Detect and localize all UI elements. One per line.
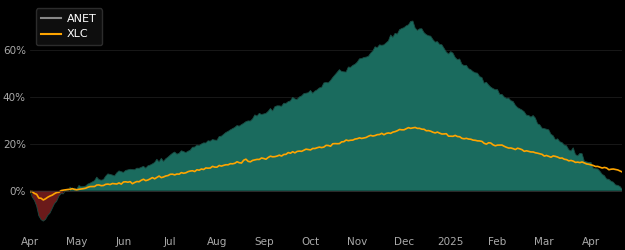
Legend: ANET, XLC: ANET, XLC xyxy=(36,8,102,45)
